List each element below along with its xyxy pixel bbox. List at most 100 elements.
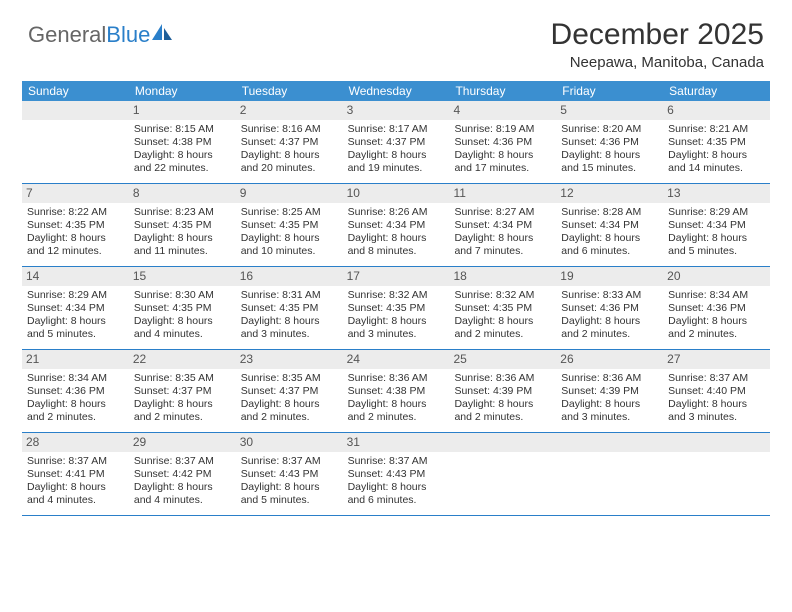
daylight1-text: Daylight: 8 hours — [668, 315, 765, 328]
sunrise-text: Sunrise: 8:29 AM — [27, 289, 124, 302]
day-cell: 3Sunrise: 8:17 AMSunset: 4:37 PMDaylight… — [343, 101, 450, 183]
sunrise-text: Sunrise: 8:32 AM — [348, 289, 445, 302]
day-cell: 21Sunrise: 8:34 AMSunset: 4:36 PMDayligh… — [22, 350, 129, 432]
sunrise-text: Sunrise: 8:28 AM — [561, 206, 658, 219]
day-cell: 29 Sunrise: 8:37 AMSunset: 4:42 PMDayligh… — [129, 433, 236, 515]
day-number: 17 — [343, 267, 450, 286]
daylight1-text: Daylight: 8 hours — [27, 232, 124, 245]
daylight1-text: Daylight: 8 hours — [348, 315, 445, 328]
daylight1-text: Daylight: 8 hours — [27, 398, 124, 411]
daylight1-text: Daylight: 8 hours — [668, 149, 765, 162]
sunrise-text: Sunrise: 8:16 AM — [241, 123, 338, 136]
calendar-grid: Sunday Monday Tuesday Wednesday Thursday… — [22, 81, 770, 516]
sunrise-text: Sunrise: 8:37 AM — [134, 455, 231, 468]
sunrise-text: Sunrise: 8:25 AM — [241, 206, 338, 219]
daylight2-text: and 6 minutes. — [561, 245, 658, 258]
daylight2-text: and 11 minutes. — [134, 245, 231, 258]
day-number — [449, 433, 556, 452]
day-header: Wednesday — [343, 81, 450, 101]
day-header: Sunday — [22, 81, 129, 101]
sunrise-text: Sunrise: 8:20 AM — [561, 123, 658, 136]
day-cell: 17 Sunrise: 8:32 AMSunset: 4:35 PMDayligh… — [343, 267, 450, 349]
daylight2-text: and 2 minutes. — [134, 411, 231, 424]
daylight1-text: Daylight: 8 hours — [668, 398, 765, 411]
daylight1-text: Daylight: 8 hours — [134, 149, 231, 162]
daylight2-text: and 5 minutes. — [27, 328, 124, 341]
day-number: 27 — [663, 350, 770, 369]
daylight2-text: and 4 minutes. — [134, 494, 231, 507]
day-header: Saturday — [663, 81, 770, 101]
day-cell: 23Sunrise: 8:35 AMSunset: 4:37 PMDayligh… — [236, 350, 343, 432]
day-number: 21 — [22, 350, 129, 369]
daylight1-text: Daylight: 8 hours — [241, 398, 338, 411]
day-number: 5 — [556, 101, 663, 120]
day-cell: 4Sunrise: 8:19 AMSunset: 4:36 PMDaylight… — [449, 101, 556, 183]
sunset-text: Sunset: 4:43 PM — [241, 468, 338, 481]
day-cell: 8Sunrise: 8:23 AMSunset: 4:35 PMDaylight… — [129, 184, 236, 266]
sunset-text: Sunset: 4:35 PM — [134, 219, 231, 232]
sunset-text: Sunset: 4:41 PM — [27, 468, 124, 481]
day-number — [556, 433, 663, 452]
daylight2-text: and 2 minutes. — [27, 411, 124, 424]
daylight2-text: and 2 minutes. — [348, 411, 445, 424]
sunset-text: Sunset: 4:38 PM — [348, 385, 445, 398]
sunset-text: Sunset: 4:35 PM — [454, 302, 551, 315]
day-header: Monday — [129, 81, 236, 101]
day-number: 29 — [129, 433, 236, 452]
daylight2-text: and 3 minutes. — [241, 328, 338, 341]
daylight1-text: Daylight: 8 hours — [134, 481, 231, 494]
daylight2-text: and 2 minutes. — [454, 411, 551, 424]
day-cell: 5Sunrise: 8:20 AMSunset: 4:36 PMDaylight… — [556, 101, 663, 183]
day-cell: 24Sunrise: 8:36 AMSunset: 4:38 PMDayligh… — [343, 350, 450, 432]
daylight1-text: Daylight: 8 hours — [241, 315, 338, 328]
sunrise-text: Sunrise: 8:29 AM — [668, 206, 765, 219]
day-number — [663, 433, 770, 452]
sunset-text: Sunset: 4:34 PM — [454, 219, 551, 232]
daylight2-text: and 17 minutes. — [454, 162, 551, 175]
week-row: 1Sunrise: 8:15 AMSunset: 4:38 PMDaylight… — [22, 101, 770, 184]
daylight1-text: Daylight: 8 hours — [454, 398, 551, 411]
daylight2-text: and 4 minutes. — [134, 328, 231, 341]
day-cell — [449, 433, 556, 515]
sunset-text: Sunset: 4:42 PM — [134, 468, 231, 481]
day-cell: 12Sunrise: 8:28 AMSunset: 4:34 PMDayligh… — [556, 184, 663, 266]
day-number: 13 — [663, 184, 770, 203]
day-number: 4 — [449, 101, 556, 120]
daylight1-text: Daylight: 8 hours — [134, 315, 231, 328]
daylight2-text: and 2 minutes. — [668, 328, 765, 341]
daylight2-text: and 4 minutes. — [27, 494, 124, 507]
week-row: 21Sunrise: 8:34 AMSunset: 4:36 PMDayligh… — [22, 350, 770, 433]
brand-logo: GeneralBlue — [28, 22, 174, 48]
daylight2-text: and 8 minutes. — [348, 245, 445, 258]
day-cell — [663, 433, 770, 515]
sunset-text: Sunset: 4:36 PM — [561, 136, 658, 149]
sunset-text: Sunset: 4:34 PM — [348, 219, 445, 232]
day-cell — [556, 433, 663, 515]
weeks-container: 1Sunrise: 8:15 AMSunset: 4:38 PMDaylight… — [22, 101, 770, 516]
sunset-text: Sunset: 4:37 PM — [241, 385, 338, 398]
daylight1-text: Daylight: 8 hours — [561, 315, 658, 328]
sunset-text: Sunset: 4:35 PM — [348, 302, 445, 315]
sunset-text: Sunset: 4:36 PM — [561, 302, 658, 315]
day-number: 12 — [556, 184, 663, 203]
day-number: 7 — [22, 184, 129, 203]
day-header: Friday — [556, 81, 663, 101]
daylight2-text: and 3 minutes. — [561, 411, 658, 424]
daylight2-text: and 22 minutes. — [134, 162, 231, 175]
day-cell: 9Sunrise: 8:25 AMSunset: 4:35 PMDaylight… — [236, 184, 343, 266]
daylight1-text: Daylight: 8 hours — [454, 149, 551, 162]
day-cell: 25Sunrise: 8:36 AMSunset: 4:39 PMDayligh… — [449, 350, 556, 432]
day-number: 19 — [556, 267, 663, 286]
sunset-text: Sunset: 4:36 PM — [27, 385, 124, 398]
sunset-text: Sunset: 4:35 PM — [668, 136, 765, 149]
day-number: 26 — [556, 350, 663, 369]
daylight1-text: Daylight: 8 hours — [348, 481, 445, 494]
location-text: Neepawa, Manitoba, Canada — [22, 54, 764, 71]
brand-part1: General — [28, 22, 106, 48]
day-header-row: Sunday Monday Tuesday Wednesday Thursday… — [22, 81, 770, 101]
sunset-text: Sunset: 4:36 PM — [454, 136, 551, 149]
daylight2-text: and 14 minutes. — [668, 162, 765, 175]
day-cell: 19Sunrise: 8:33 AMSunset: 4:36 PMDayligh… — [556, 267, 663, 349]
day-number: 16 — [236, 267, 343, 286]
daylight1-text: Daylight: 8 hours — [241, 149, 338, 162]
